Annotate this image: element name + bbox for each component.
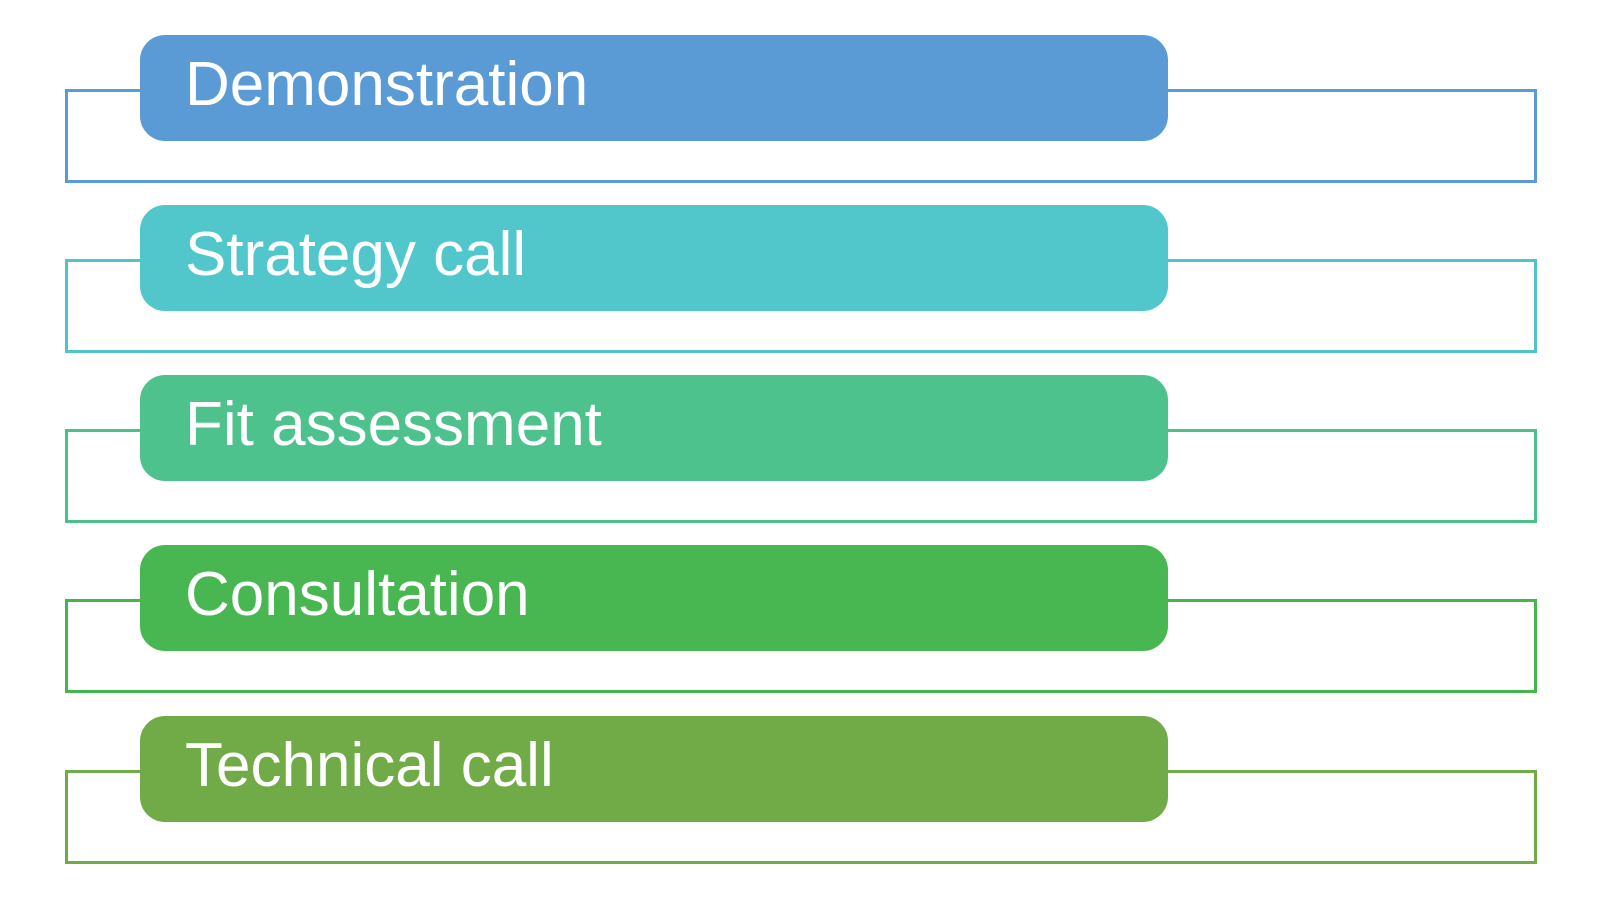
process-step-row: Technical call: [0, 681, 1600, 900]
step-bar: Fit assessment: [140, 375, 1168, 481]
step-bar: Technical call: [140, 716, 1168, 822]
step-label: Demonstration: [185, 50, 589, 119]
process-step-row: Demonstration: [0, 0, 1600, 264]
step-label: Strategy call: [185, 220, 527, 289]
step-bar: Strategy call: [140, 205, 1168, 311]
step-bar: Consultation: [140, 545, 1168, 651]
step-bar: Demonstration: [140, 35, 1168, 141]
process-step-row: Fit assessment: [0, 340, 1600, 604]
step-label: Technical call: [185, 731, 554, 800]
step-label: Fit assessment: [185, 390, 602, 459]
process-step-row: Consultation: [0, 510, 1600, 774]
process-step-row: Strategy call: [0, 170, 1600, 434]
step-label: Consultation: [185, 560, 530, 629]
